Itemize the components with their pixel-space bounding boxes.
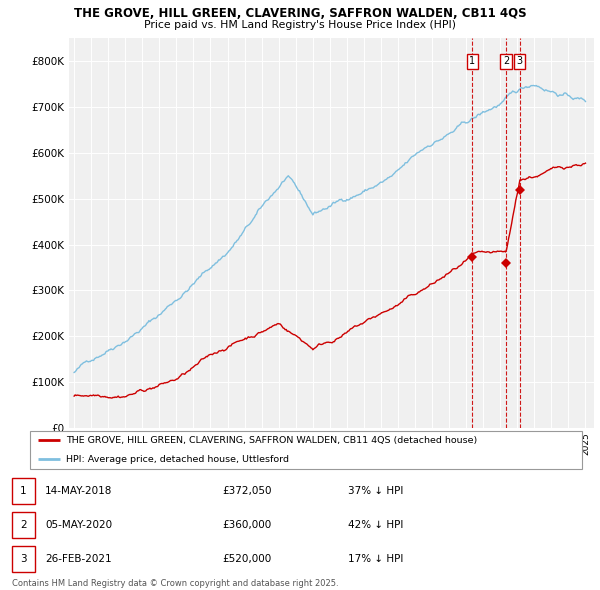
- Text: THE GROVE, HILL GREEN, CLAVERING, SAFFRON WALDEN, CB11 4QS (detached house): THE GROVE, HILL GREEN, CLAVERING, SAFFRO…: [66, 436, 477, 445]
- Text: 2: 2: [503, 56, 509, 66]
- Text: THE GROVE, HILL GREEN, CLAVERING, SAFFRON WALDEN, CB11 4QS: THE GROVE, HILL GREEN, CLAVERING, SAFFRO…: [74, 7, 526, 20]
- Text: £520,000: £520,000: [222, 555, 271, 564]
- FancyBboxPatch shape: [30, 431, 582, 469]
- Text: 26-FEB-2021: 26-FEB-2021: [45, 555, 112, 564]
- Text: £360,000: £360,000: [222, 520, 271, 530]
- Text: 05-MAY-2020: 05-MAY-2020: [45, 520, 112, 530]
- Text: HPI: Average price, detached house, Uttlesford: HPI: Average price, detached house, Uttl…: [66, 455, 289, 464]
- Text: Price paid vs. HM Land Registry's House Price Index (HPI): Price paid vs. HM Land Registry's House …: [144, 20, 456, 30]
- Text: 2: 2: [20, 520, 27, 530]
- Text: Contains HM Land Registry data © Crown copyright and database right 2025.: Contains HM Land Registry data © Crown c…: [12, 579, 338, 588]
- Text: 1: 1: [20, 486, 27, 496]
- Text: 14-MAY-2018: 14-MAY-2018: [45, 486, 112, 496]
- Text: 1: 1: [469, 56, 476, 66]
- Text: £372,050: £372,050: [222, 486, 271, 496]
- Text: 3: 3: [20, 555, 27, 564]
- Text: 17% ↓ HPI: 17% ↓ HPI: [348, 555, 403, 564]
- Text: 3: 3: [517, 56, 523, 66]
- Text: 42% ↓ HPI: 42% ↓ HPI: [348, 520, 403, 530]
- Text: 37% ↓ HPI: 37% ↓ HPI: [348, 486, 403, 496]
